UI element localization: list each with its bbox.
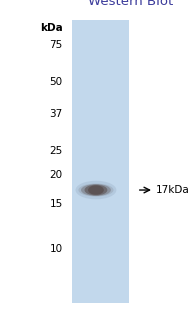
Text: 37: 37: [49, 109, 63, 119]
Text: kDa: kDa: [40, 23, 63, 33]
Ellipse shape: [78, 184, 114, 197]
Text: 10: 10: [50, 244, 63, 254]
Bar: [72, 20, 129, 303]
Ellipse shape: [76, 181, 116, 199]
Text: 50: 50: [50, 77, 63, 87]
Text: 15: 15: [49, 199, 63, 209]
Text: 17kDa: 17kDa: [156, 185, 190, 195]
Text: 25: 25: [49, 146, 63, 156]
Ellipse shape: [88, 185, 104, 195]
Ellipse shape: [81, 184, 111, 196]
Text: 20: 20: [50, 170, 63, 180]
Text: Western Blot: Western Blot: [89, 0, 174, 8]
Text: 75: 75: [49, 40, 63, 50]
Ellipse shape: [85, 185, 107, 195]
